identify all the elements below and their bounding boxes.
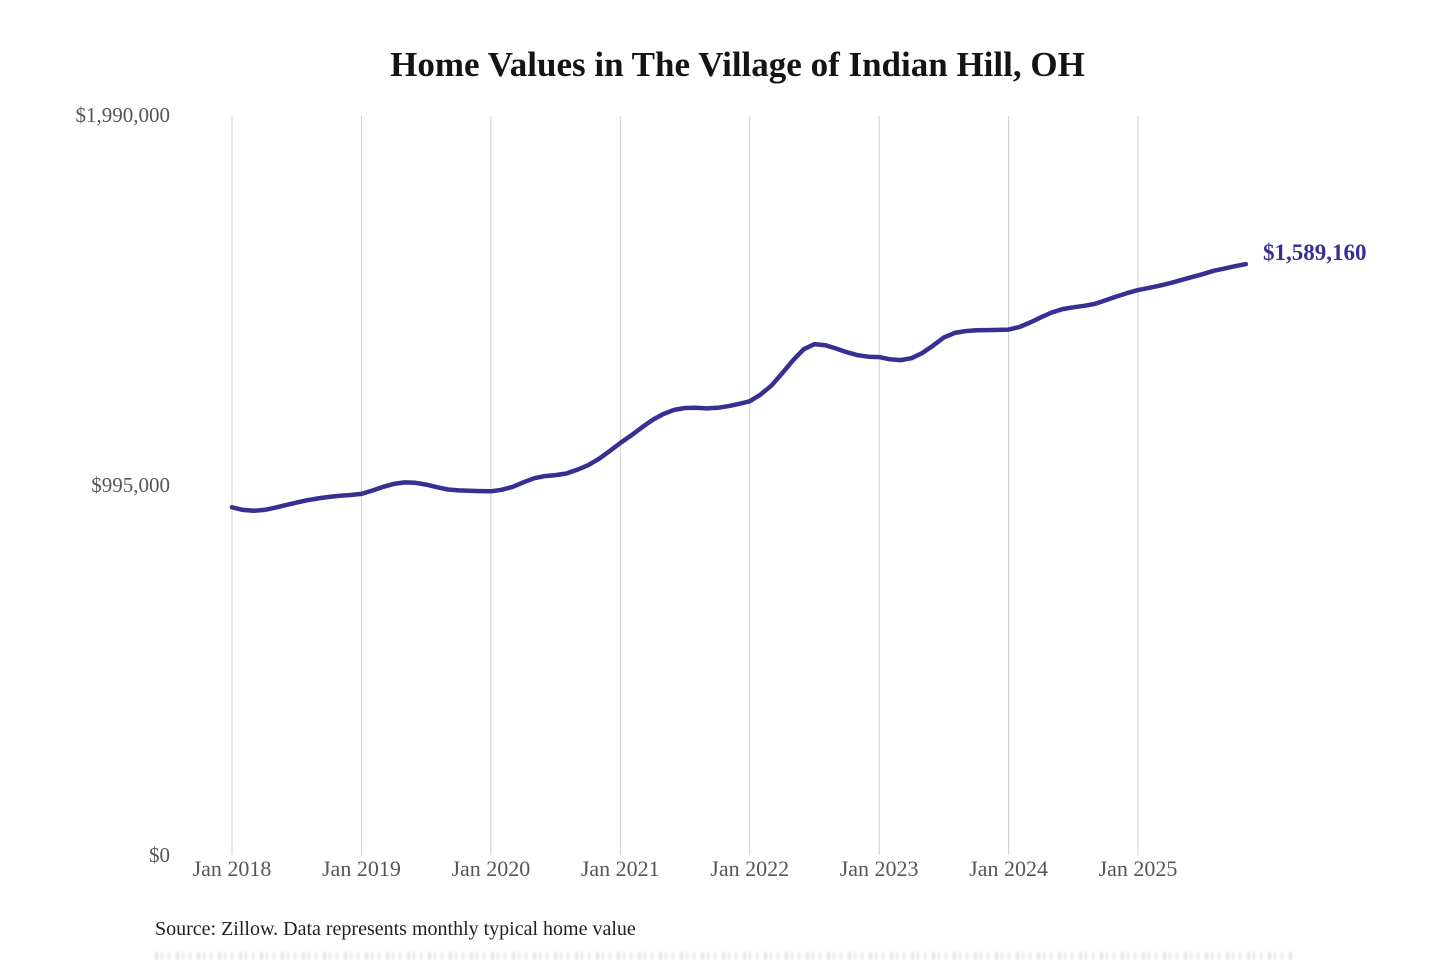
x-axis-tick-label: Jan 2020 bbox=[451, 856, 531, 881]
x-axis-tick-label: Jan 2023 bbox=[839, 856, 919, 881]
y-axis-tick-label: $995,000 bbox=[91, 473, 170, 497]
x-axis-tick-label: Jan 2022 bbox=[710, 856, 790, 881]
home-value-line bbox=[229, 261, 1249, 514]
x-axis-tick-label: Jan 2018 bbox=[192, 856, 272, 881]
last-value-label: $1,589,160 bbox=[1263, 240, 1367, 265]
chart-title: Home Values in The Village of Indian Hil… bbox=[390, 45, 1085, 84]
x-axis-tick-label: Jan 2021 bbox=[580, 856, 660, 881]
y-axis-tick-label: $0 bbox=[149, 843, 170, 867]
y-axis-tick-label: $1,990,000 bbox=[75, 103, 171, 127]
x-axis-tick-label: Jan 2024 bbox=[969, 856, 1048, 881]
year-gridlines bbox=[231, 116, 1139, 855]
cut-off-text-strip bbox=[155, 952, 1295, 960]
x-axis-tick-label: Jan 2025 bbox=[1098, 856, 1178, 881]
source-note: Source: Zillow. Data represents monthly … bbox=[155, 918, 636, 940]
x-axis-tick-label: Jan 2019 bbox=[322, 856, 401, 881]
